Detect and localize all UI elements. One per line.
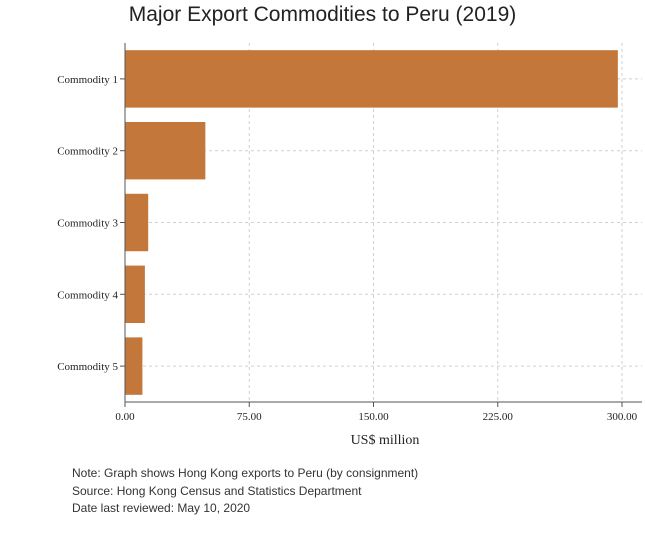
- y-tick-label: Commodity 2: [57, 146, 118, 158]
- x-tick-labels: 0.00 75.00 150.00 225.00 300.00: [115, 411, 637, 423]
- y-tick-label: Commodity 4: [57, 289, 118, 301]
- x-tick-label: 0.00: [115, 411, 135, 423]
- note-text: Note: Graph shows Hong Kong exports to P…: [72, 466, 419, 480]
- x-tick-label: 300.00: [607, 411, 638, 423]
- y-tick-label: Commodity 5: [57, 361, 118, 373]
- x-tick-label: 150.00: [358, 411, 389, 423]
- bars: [125, 50, 618, 395]
- bar-2: [125, 121, 206, 180]
- y-tick-label: Commodity 1: [57, 74, 118, 86]
- y-tick-labels: Commodity 1 Commodity 2 Commodity 3 Commodi…: [57, 74, 118, 373]
- chart-notes: Note: Graph shows Hong Kong exports to P…: [72, 465, 418, 518]
- source-text: Source: Hong Kong Census and Statistics …: [72, 483, 362, 498]
- bar-5: [125, 337, 143, 395]
- bar-3: [125, 193, 149, 252]
- axes: [120, 43, 642, 407]
- y-tick-label: Commodity 3: [57, 218, 118, 230]
- chart-title: Major Export Commodities to Peru (2019): [128, 3, 517, 26]
- x-axis-title: US$ million: [351, 433, 420, 448]
- bar-4: [125, 265, 145, 324]
- bar-1: [125, 50, 618, 108]
- x-tick-label: 225.00: [483, 411, 514, 423]
- x-tick-label: 75.00: [237, 411, 262, 423]
- last-reviewed-text: Date last reviewed: May 10, 2020: [72, 501, 251, 515]
